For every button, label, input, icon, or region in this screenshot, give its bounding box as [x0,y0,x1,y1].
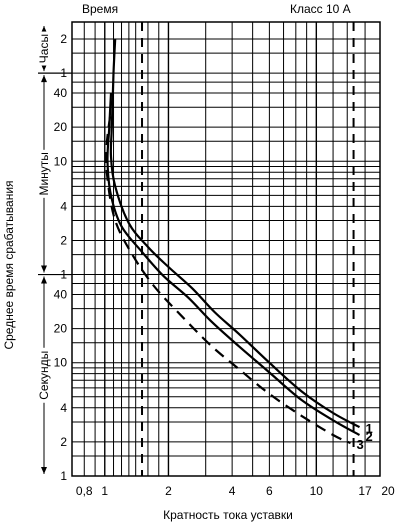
y-tick-label: 2 [60,32,67,46]
y-tick-label: 10 [54,356,68,370]
x-tick-label: 6 [266,484,273,498]
section-label-bg [36,31,52,66]
arrow-head-up [41,276,47,284]
section-label-bg [36,347,52,403]
x-tick-label: 17 [358,484,372,498]
arrow-head-down [41,467,47,474]
series-group [105,38,361,445]
x-tick-label: 2 [165,484,172,498]
series-line-2 [106,92,361,436]
y-tick-label: 40 [54,287,68,301]
section-label: Часы [37,34,51,63]
series-line-3 [105,116,351,445]
y-axis-label: Среднее время срабатывания [2,180,16,349]
title-time: Время [82,2,118,16]
x-tick-label: 10 [310,484,324,498]
x-tick-label: 4 [229,484,236,498]
y-tick-label: 1 [60,469,67,483]
y-tick-label: 20 [54,322,68,336]
y-tick-label: 2 [60,435,67,449]
series-label-3: 3 [356,437,363,452]
y-tick-label: 4 [60,401,67,415]
x-tick-label: 1 [101,484,108,498]
plot-frame [71,21,381,477]
arrow-head-down [41,265,47,273]
arrow-head-down [41,64,47,72]
section-label: Секунды [37,351,51,400]
y-tick-label: 20 [54,120,68,134]
y-tick-label: 2 [60,233,67,247]
arrow-head-up [41,26,47,33]
y-tick-label: 4 [60,199,67,213]
grid [72,22,380,477]
y-tick-label: 1 [60,268,67,282]
section-label: Минуты [37,152,51,195]
y-tick-label: 1 [60,66,67,80]
series-label-2: 2 [365,429,372,444]
x-tick-label: 20 [381,484,395,498]
x-axis-label: Кратность тока уставки [163,508,293,522]
y-tick-label: 40 [54,86,68,100]
labels: Время Класс 10 А Кратность тока уставки … [2,2,395,522]
frame [36,21,381,477]
series-label-1: 1 [365,421,372,436]
title-class: Класс 10 А [290,2,351,16]
y-tick-label: 10 [54,154,68,168]
series-line-1 [109,38,361,429]
x-tick-label: 0,8 [76,484,93,498]
arrow-head-up [41,75,47,83]
section-label-bg [36,149,52,198]
reference-lines [141,22,355,476]
